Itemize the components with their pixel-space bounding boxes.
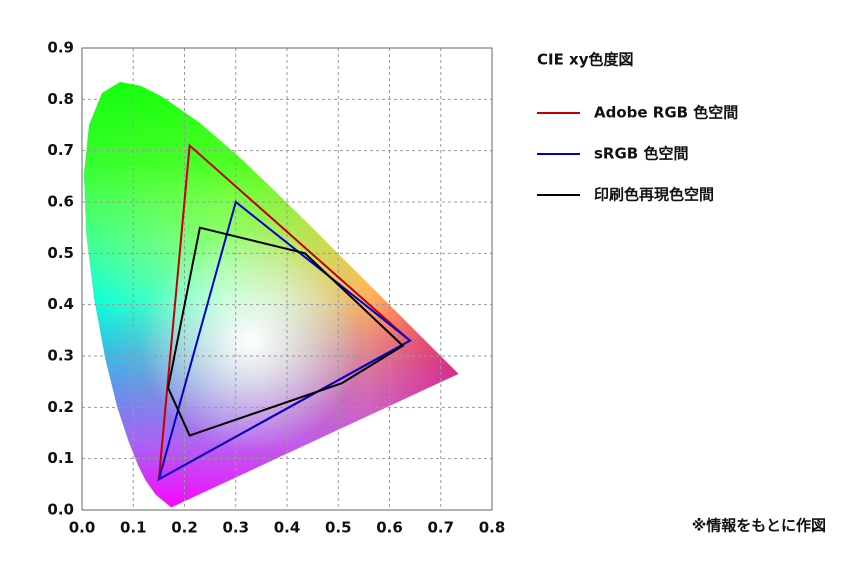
y-tick-label: 0.6: [47, 193, 74, 211]
plot-frame: [81, 47, 493, 511]
legend-label: Adobe RGB 色空間: [594, 104, 738, 122]
y-tick-label: 0.8: [47, 90, 74, 108]
y-tick-label: 0.1: [47, 449, 74, 467]
x-tick-label: 0.3: [222, 519, 249, 537]
legend-label: sRGB 色空間: [594, 145, 688, 163]
x-tick-label: 0.0: [69, 519, 96, 537]
note: ※情報をもとに作図: [692, 517, 826, 535]
x-tick-label: 0.5: [325, 519, 352, 537]
y-tick-label: 0.5: [47, 244, 74, 262]
legend-title: CIE xy色度図: [537, 51, 634, 69]
y-tick-label: 0.9: [47, 39, 74, 57]
legend-label: 印刷色再現色空間: [594, 186, 714, 204]
x-tick-label: 0.1: [120, 519, 147, 537]
x-tick-label: 0.6: [376, 519, 403, 537]
y-tick-label: 0.7: [47, 141, 74, 159]
gamut-polygon: [167, 226, 405, 437]
x-tick-label: 0.2: [171, 519, 198, 537]
y-tick-label: 0.4: [47, 295, 74, 313]
x-tick-label: 0.8: [479, 519, 506, 537]
x-tick-label: 0.7: [427, 519, 454, 537]
y-tick-label: 0.3: [47, 347, 74, 365]
y-tick-label: 0.0: [47, 501, 74, 519]
y-tick-label: 0.2: [47, 398, 74, 416]
x-tick-label: 0.4: [274, 519, 301, 537]
